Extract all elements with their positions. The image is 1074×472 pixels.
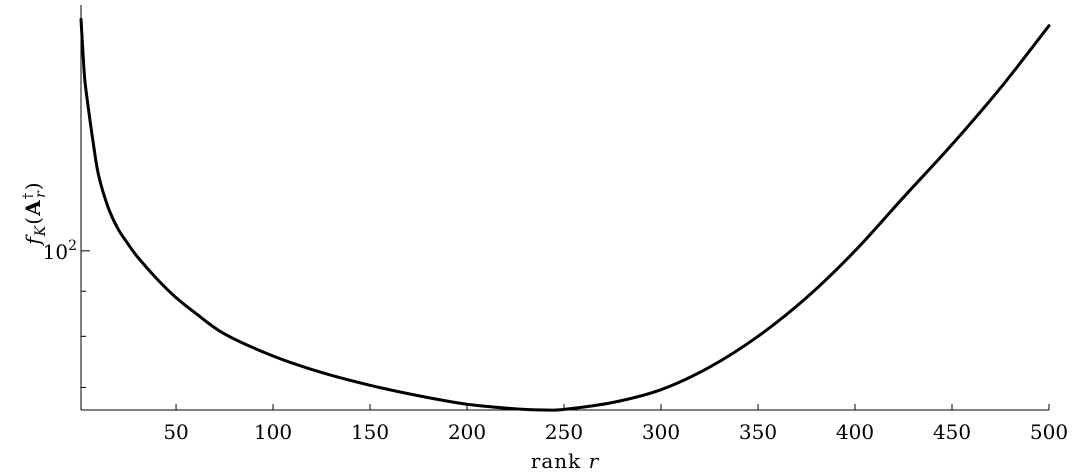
y-axis-label: fK(A†r) <box>21 181 49 246</box>
x-tick-label: 450 <box>933 420 971 444</box>
x-axis-label: rank r <box>531 449 600 472</box>
x-tick-label: 300 <box>642 420 680 444</box>
axes <box>80 5 1049 411</box>
x-tick-label: 100 <box>254 420 292 444</box>
x-tick-label: 200 <box>448 420 486 444</box>
x-tick-label: 400 <box>836 420 874 444</box>
x-ticks: 50 100 150 200 250 300 350 400 450 500 <box>163 404 1068 444</box>
y-minor-ticks <box>81 290 86 388</box>
x-tick-label: 250 <box>545 420 583 444</box>
series-line-0 <box>79 17 1051 412</box>
y-ticks: 102 <box>43 238 90 264</box>
x-tick-label: 500 <box>1030 420 1068 444</box>
x-tick-label: 350 <box>739 420 777 444</box>
y-tick-label: 102 <box>43 238 77 264</box>
x-tick-label: 150 <box>351 420 389 444</box>
series-layer <box>79 17 1051 412</box>
x-tick-label: 50 <box>163 420 188 444</box>
